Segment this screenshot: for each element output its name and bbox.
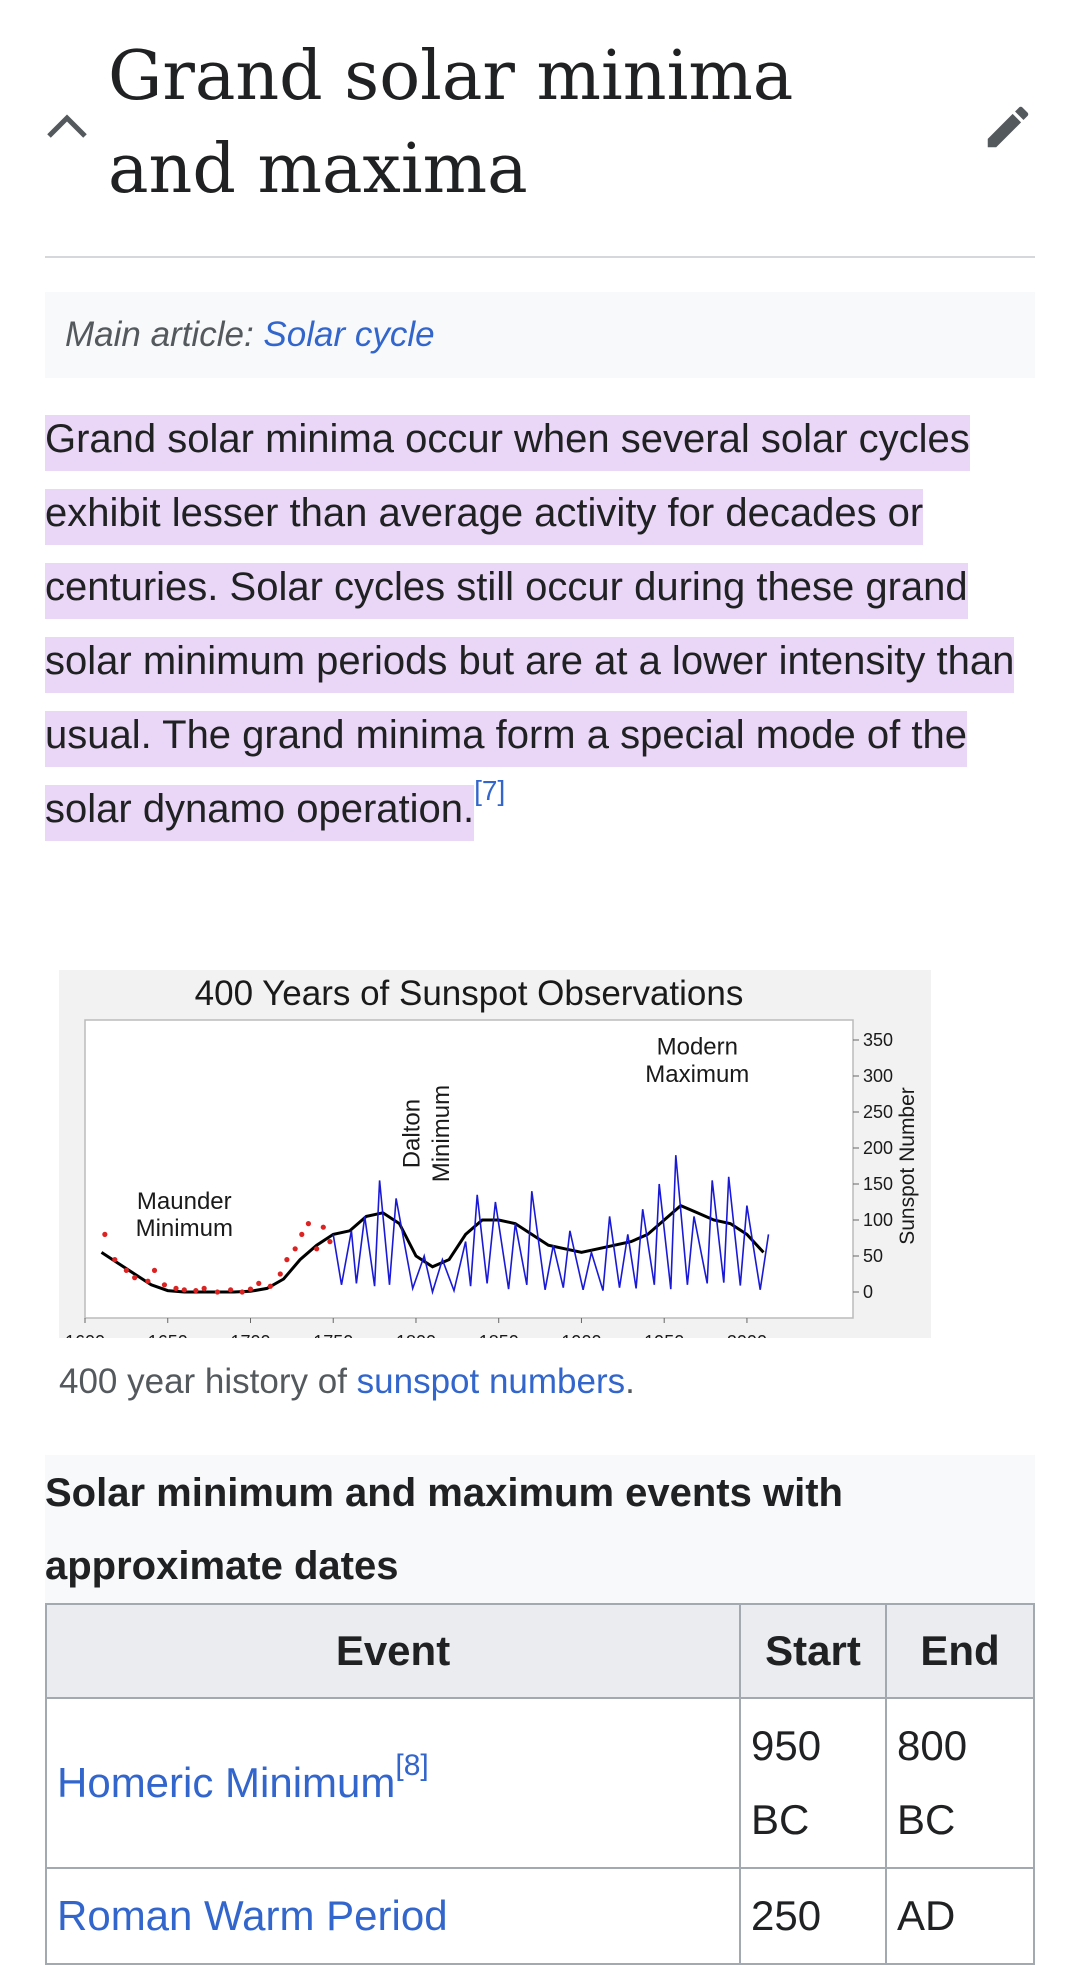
sunspot-numbers-link[interactable]: sunspot numbers: [356, 1362, 626, 1401]
y-tick-label: 350: [863, 1030, 893, 1050]
x-tick-label: 1850: [479, 1332, 519, 1338]
y-tick-label: 50: [863, 1246, 883, 1266]
section-paragraph: Grand solar minima occur when several so…: [45, 402, 1035, 846]
homeric-minimum-link[interactable]: Homeric Minimum: [57, 1759, 396, 1806]
observation-point: [284, 1257, 290, 1263]
y-tick-label: 150: [863, 1174, 893, 1194]
chart-title: 400 Years of Sunspot Observations: [195, 974, 744, 1013]
x-tick-label: 1800: [396, 1332, 436, 1338]
pencil-icon[interactable]: [981, 100, 1035, 154]
section-heading: Grand solar minima and maxima: [45, 0, 1035, 258]
start-cell: 250: [739, 1867, 887, 1965]
chevron-up-icon[interactable]: [45, 108, 89, 142]
caption-suffix: .: [625, 1362, 635, 1401]
observation-point: [151, 1267, 158, 1273]
x-tick-label: 1900: [561, 1332, 601, 1338]
figure-caption: 400 year history of sunspot numbers.: [59, 1355, 635, 1409]
x-tick-label: 2000: [727, 1332, 767, 1338]
table-row: Roman Warm Period 250 AD: [45, 1867, 1035, 1965]
observation-point: [314, 1246, 320, 1252]
observation-point: [239, 1289, 245, 1295]
start-cell: 950 BC: [739, 1697, 887, 1869]
observation-point: [256, 1280, 262, 1286]
events-table: Event Start End Homeric Minimum[8] 950 B…: [45, 1603, 1035, 1965]
citation-8-link[interactable]: [8]: [395, 1749, 429, 1782]
annotation-label: Minimum: [428, 1085, 455, 1182]
event-cell: Roman Warm Period: [45, 1867, 741, 1965]
x-tick-label: 1650: [148, 1332, 188, 1338]
yearly-series-line: [332, 1155, 770, 1296]
end-cell: 800 BC: [885, 1697, 1035, 1869]
hatnote-main-article: Main article: Solar cycle: [45, 292, 1035, 378]
y-tick-label: 300: [863, 1066, 893, 1086]
x-tick-label: 1700: [230, 1332, 270, 1338]
observation-point: [193, 1287, 199, 1294]
observation-point: [320, 1224, 326, 1230]
observation-point: [292, 1246, 298, 1252]
header-end[interactable]: End: [885, 1603, 1035, 1699]
section-title: Grand solar minima and maxima: [108, 37, 794, 209]
sunspot-chart: 400 Years of Sunspot Observations 1600 16…: [65, 974, 919, 1338]
x-tick-label: 1950: [644, 1332, 684, 1338]
header-event[interactable]: Event: [45, 1603, 741, 1699]
x-tick-label: 1750: [313, 1332, 353, 1338]
y-tick-label: 100: [863, 1210, 893, 1230]
header-start[interactable]: Start: [739, 1603, 887, 1699]
end-cell: AD: [885, 1867, 1035, 1965]
article-section: Grand solar minima and maxima Main artic…: [45, 0, 1035, 841]
annotation-label: Modern: [657, 1033, 738, 1060]
smoothed-series-line: [100, 1203, 765, 1294]
observation-point: [277, 1271, 283, 1277]
roman-warm-period-link[interactable]: Roman Warm Period: [57, 1892, 448, 1939]
y-tick-label: 200: [863, 1138, 893, 1158]
observation-point: [145, 1278, 151, 1284]
citation-7-link[interactable]: [7]: [474, 775, 506, 806]
table-caption: Solar minimum and maximum events with ap…: [45, 1455, 1035, 1605]
observation-point: [327, 1239, 333, 1245]
observation-point: [112, 1257, 118, 1263]
observation-point: [201, 1285, 207, 1291]
annotation-label: Maximum: [645, 1061, 749, 1088]
x-tick-label: 1600: [65, 1332, 105, 1338]
observation-point: [214, 1289, 220, 1295]
observation-point: [247, 1286, 254, 1292]
observation-point: [132, 1275, 138, 1281]
annotation-label: Dalton: [398, 1099, 425, 1168]
table-header-row: Event Start End: [45, 1603, 1035, 1699]
sunspot-chart-figure[interactable]: 400 Years of Sunspot Observations 1600 16…: [59, 970, 931, 1338]
observation-point: [267, 1283, 273, 1289]
y-tick-label: 250: [863, 1102, 893, 1122]
annotation-label: Minimum: [136, 1215, 233, 1242]
paragraph-text: Grand solar minima occur when several so…: [45, 415, 1015, 841]
observation-point: [305, 1221, 312, 1227]
observation-point: [181, 1287, 187, 1293]
y-tick-label: 0: [863, 1282, 873, 1302]
observation-point: [102, 1231, 108, 1237]
event-cell: Homeric Minimum[8]: [45, 1697, 741, 1869]
solar-cycle-link[interactable]: Solar cycle: [263, 315, 435, 354]
observation-point: [299, 1231, 305, 1237]
hatnote-prefix: Main article:: [65, 315, 264, 354]
observation-point: [123, 1267, 129, 1273]
table-row: Homeric Minimum[8] 950 BC 800 BC: [45, 1697, 1035, 1869]
observation-point: [161, 1282, 168, 1288]
caption-prefix: 400 year history of: [59, 1362, 357, 1401]
annotation-label: Maunder: [137, 1188, 232, 1215]
observation-point: [228, 1287, 234, 1293]
observation-point: [173, 1285, 179, 1291]
y-axis-label: Sunspot Number: [896, 1087, 919, 1245]
